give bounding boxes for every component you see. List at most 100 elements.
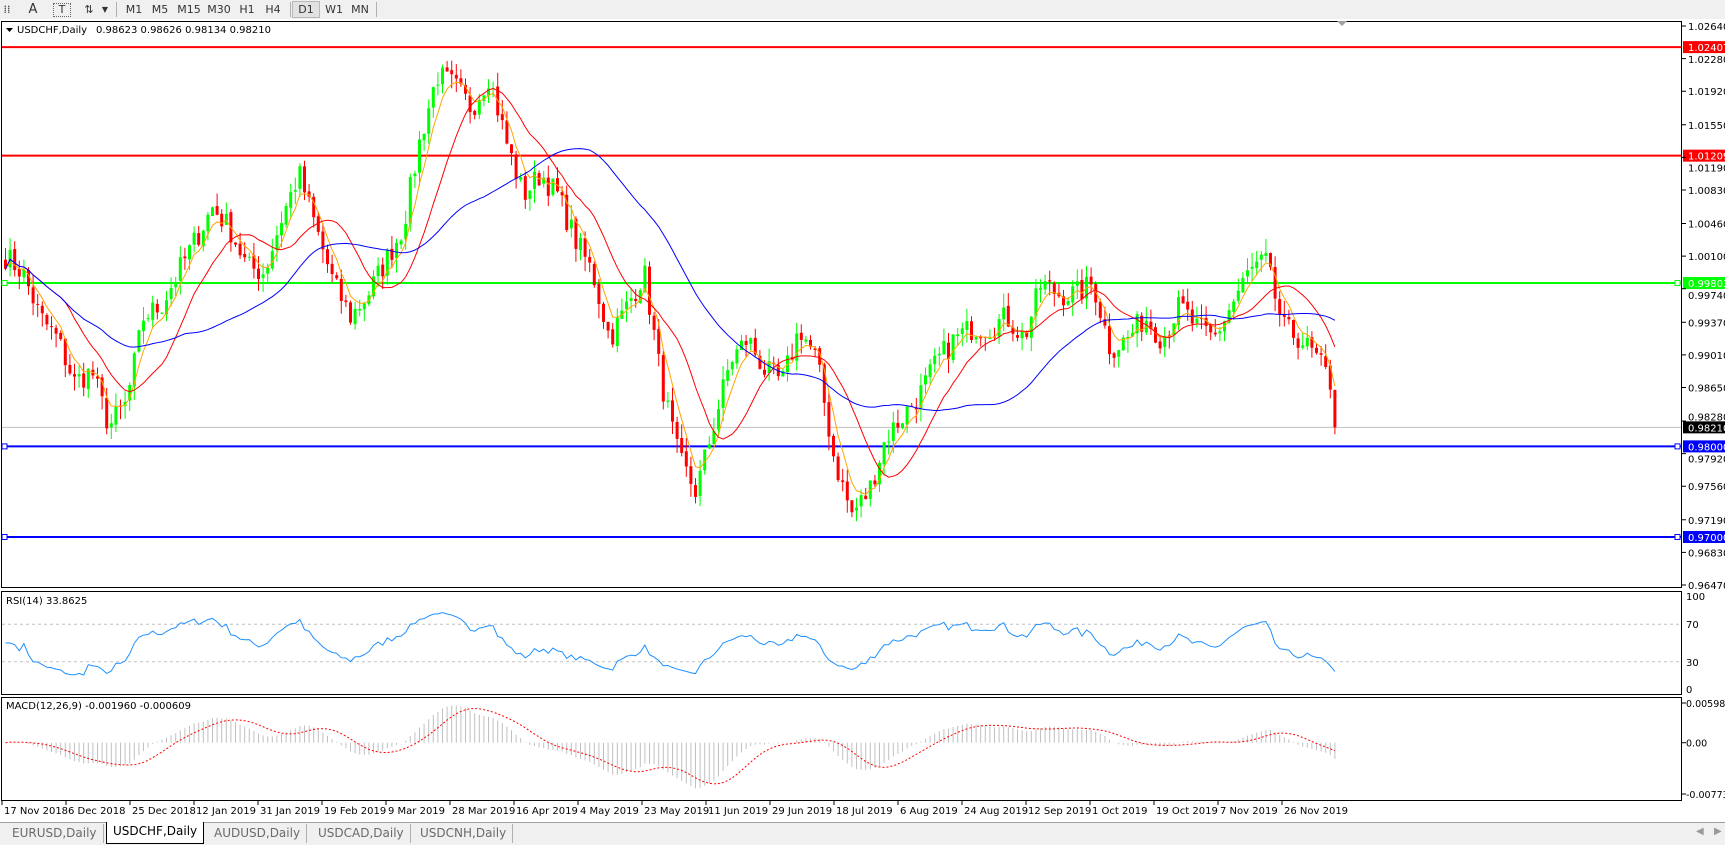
candle [482,94,486,107]
candle [657,319,661,367]
grid-icon[interactable]: ⁞⁞ [3,3,11,16]
candle-body [395,242,398,259]
tab-usdchf[interactable]: USDCHF,Daily [106,822,205,844]
candle-body [445,67,449,72]
chart-shift-marker-icon[interactable] [1337,21,1347,26]
rsi-axis-label: 100 [1686,592,1705,603]
candle [1310,331,1314,358]
candle [192,226,196,253]
timeframe-mn[interactable]: MN [351,3,369,16]
scroll-left-icon[interactable]: ◀ [1696,826,1704,837]
candle [836,452,840,483]
candle [280,211,283,248]
candle-body [372,276,375,297]
candle [845,469,849,513]
candle-body [749,338,753,344]
candle [137,329,141,353]
price-axis-label: 1.01550 [1688,121,1725,132]
timeframe-h4[interactable]: H4 [265,3,281,16]
timeframe-m5[interactable]: M5 [151,3,169,16]
candle-body [1075,281,1079,286]
candle-body [376,265,380,277]
timeframe-m15[interactable]: M15 [177,3,201,16]
main-pane [1,21,1682,588]
candle-body [1163,336,1167,347]
candle [914,397,918,424]
date-axis-label: 12 Jan 2019 [196,806,256,817]
candle-body [657,328,661,354]
candle-body [234,242,237,245]
candle-body [684,451,688,467]
candle [1158,335,1162,354]
candle-body [381,264,385,277]
candle [1089,267,1093,295]
candle-body [1296,338,1300,348]
candle [376,257,380,287]
scroll-right-icon[interactable]: ▶ [1714,826,1722,837]
candle-body [914,407,918,410]
candle-body [1287,317,1291,320]
arrows-icon[interactable]: ⇅ [84,3,94,16]
candle-body [349,302,352,323]
candle [648,261,651,325]
candle-body [919,385,923,408]
candle-body [602,303,605,322]
date-axis-label: 26 Nov 2019 [1284,806,1348,817]
timeframe-d1[interactable]: D1 [292,1,320,18]
candle [487,79,490,103]
candle-body [799,332,803,340]
candle-body [500,114,504,121]
candle [395,238,398,273]
candle [500,99,504,130]
candle [22,259,26,284]
candle-body [1204,318,1208,326]
candle-body [818,348,822,365]
candle [523,171,527,209]
candle [873,474,877,487]
candle [1209,323,1213,341]
candle-body [151,302,155,320]
candle [1255,250,1259,276]
timeframe-w1[interactable]: W1 [325,3,343,16]
candle-body [583,238,587,257]
candle [413,170,417,188]
candle-body [873,480,877,485]
timeframe-h1[interactable]: H1 [239,3,255,16]
candle [1177,290,1180,331]
candle-body [303,166,306,193]
candle [86,368,90,398]
candle-body [997,319,1001,337]
date-axis-label: 9 Mar 2019 [388,806,445,817]
candle [165,291,168,322]
tab-usdcad[interactable]: USDCAD,Daily [312,824,411,843]
rsi-axis-label: 70 [1686,620,1699,631]
candle [1319,345,1323,366]
candle-body [924,375,927,385]
text-label-button[interactable]: T [53,3,71,17]
candle [1292,319,1295,346]
candle-body [767,361,771,374]
chart-ohlc-values: 0.98623 0.98626 0.98134 0.98210 [96,25,271,36]
candle [661,351,665,410]
collapse-triangle-icon[interactable] [6,28,13,32]
text-tool-button[interactable]: A [28,2,38,17]
tab-eurusd[interactable]: EURUSD,Daily [6,824,104,843]
candle-body [832,435,835,457]
candle [353,302,357,330]
tab-usdcnh[interactable]: USDCNH,Daily [414,824,514,843]
candle-body [1121,337,1125,351]
candle-body [1066,301,1070,305]
candle-body [592,264,596,286]
candle-body [243,253,247,258]
candle-body [1186,301,1190,310]
timeframe-m30[interactable]: M30 [207,3,231,16]
candle-body [261,274,265,278]
timeframe-m1[interactable]: M1 [125,3,143,16]
chevron-down-icon[interactable]: ▼ [101,5,109,14]
tab-audusd[interactable]: AUDUSD,Daily [208,824,308,843]
date-axis-label: 11 Jun 2019 [708,806,768,817]
candle-body [698,470,702,496]
